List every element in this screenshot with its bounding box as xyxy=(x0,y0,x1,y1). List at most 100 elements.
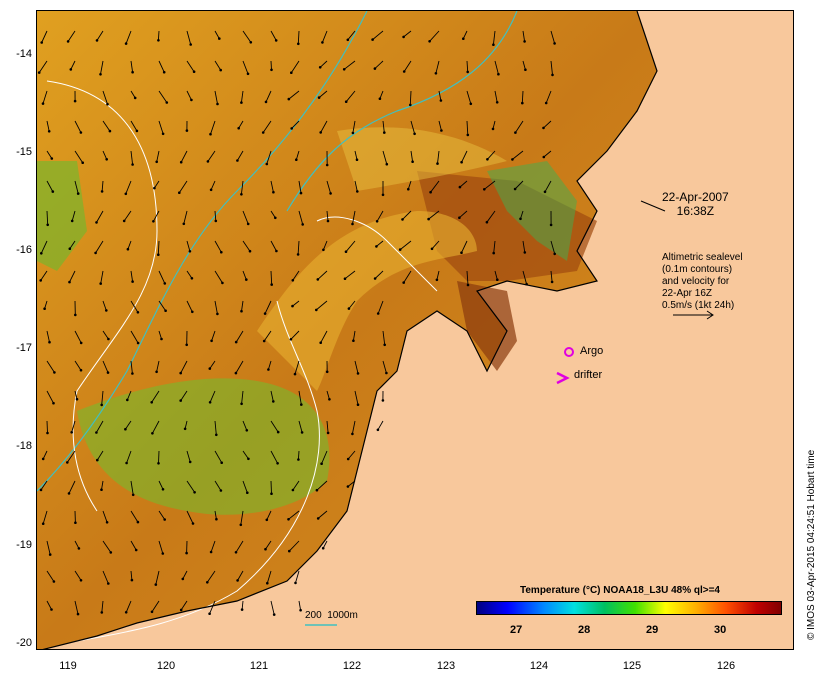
velocity-arrow xyxy=(74,570,82,581)
colorbar-label: 30 xyxy=(714,624,727,636)
velocity-arrow-head xyxy=(39,279,42,282)
velocity-arrow-head xyxy=(317,96,321,99)
velocity-arrow-head xyxy=(549,223,553,227)
velocity-arrow-head xyxy=(109,551,113,554)
velocity-arrow xyxy=(152,420,160,434)
velocity-arrow-head xyxy=(41,457,45,461)
velocity-arrow-head xyxy=(94,251,97,255)
velocity-arrow xyxy=(240,180,244,195)
velocity-arrow xyxy=(71,420,76,433)
velocity-arrow-head xyxy=(46,223,49,227)
velocity-arrow-head xyxy=(346,485,350,488)
velocity-arrow xyxy=(493,240,496,254)
velocity-arrow xyxy=(297,450,300,460)
velocity-arrow xyxy=(46,420,48,434)
velocity-arrow xyxy=(214,450,223,463)
altimetry-note: Altimetric sealevel (0.1m contours) and … xyxy=(662,252,743,312)
velocity-arrow xyxy=(374,60,384,69)
velocity-arrow-head xyxy=(287,518,290,521)
velocity-arrow xyxy=(515,120,524,133)
velocity-arrow-head xyxy=(152,220,155,223)
velocity-arrow-head xyxy=(150,401,153,404)
velocity-arrow xyxy=(130,540,137,551)
velocity-arrow xyxy=(317,510,328,519)
velocity-arrow xyxy=(40,270,48,281)
velocity-arrow-head xyxy=(43,307,46,311)
velocity-arrow xyxy=(180,150,188,163)
velocity-arrow-head xyxy=(50,608,53,611)
velocity-arrow-head xyxy=(402,35,405,39)
velocity-arrow xyxy=(158,330,162,340)
observation-datetime: 22-Apr-2007 16:38Z xyxy=(662,190,729,218)
velocity-arrow xyxy=(242,60,249,74)
velocity-arrow-head xyxy=(315,488,319,492)
velocity-arrow xyxy=(214,60,222,71)
cloud-nw xyxy=(37,161,87,271)
velocity-arrow-head xyxy=(485,220,489,224)
velocity-arrow-head xyxy=(409,103,412,107)
x-tick-label: 123 xyxy=(436,660,456,672)
coastline xyxy=(42,11,658,649)
velocity-arrow-head xyxy=(270,283,273,286)
velocity-arrow-head xyxy=(162,70,166,74)
velocity-arrow-head xyxy=(246,491,249,495)
velocity-arrow xyxy=(70,60,76,70)
velocity-arrow-head xyxy=(220,461,223,465)
velocity-arrow-head xyxy=(321,41,324,44)
velocity-arrow xyxy=(96,210,104,223)
velocity-arrow-head xyxy=(511,158,514,161)
velocity-arrow-head xyxy=(492,43,495,46)
velocity-arrow-head xyxy=(155,160,158,164)
velocity-arrow xyxy=(242,480,248,493)
velocity-arrow xyxy=(292,480,300,491)
velocity-arrow xyxy=(130,300,139,313)
velocity-arrow-head xyxy=(100,488,103,492)
velocity-arrow xyxy=(214,480,222,491)
velocity-arrow xyxy=(46,600,52,610)
velocity-arrow xyxy=(294,360,300,375)
velocity-arrow-head xyxy=(458,185,462,189)
velocity-arrow-head xyxy=(51,190,55,193)
velocity-arrow xyxy=(209,360,216,369)
velocity-arrow xyxy=(151,600,160,613)
velocity-arrow-head xyxy=(267,368,270,371)
x-tick-label: 121 xyxy=(249,660,269,672)
velocity-arrow-head xyxy=(301,223,305,226)
velocity-arrow-head xyxy=(206,160,210,163)
velocity-arrow xyxy=(264,300,272,314)
velocity-arrow xyxy=(186,240,191,252)
velocity-arrow xyxy=(241,300,244,312)
velocity-arrow-head xyxy=(124,611,128,614)
velocity-arrow-head xyxy=(48,553,52,556)
velocity-arrow-head xyxy=(191,522,195,525)
velocity-arrow-head xyxy=(325,370,329,374)
velocity-arrow-head xyxy=(100,403,103,407)
velocity-arrow xyxy=(130,570,133,581)
velocity-arrow-head xyxy=(274,216,277,220)
velocity-arrow-head xyxy=(245,278,248,281)
legend-title: Temperature (°C) NOAA18_L3U 48% ql>=4 xyxy=(520,585,720,596)
velocity-arrow xyxy=(265,90,272,103)
velocity-arrow-head xyxy=(553,252,556,256)
velocity-arrow-head xyxy=(430,247,434,251)
velocity-arrow-head xyxy=(136,311,140,314)
velocity-arrow xyxy=(484,180,496,190)
velocity-arrow xyxy=(428,210,440,220)
warm-gulf xyxy=(457,281,517,371)
velocity-arrow xyxy=(74,600,79,615)
velocity-arrow-head xyxy=(287,97,291,101)
velocity-arrow-head xyxy=(351,131,355,135)
velocity-arrow xyxy=(242,420,248,431)
velocity-arrow xyxy=(74,180,79,194)
velocity-arrow-head xyxy=(105,309,108,312)
velocity-arrow xyxy=(522,30,526,42)
velocity-arrow xyxy=(214,300,218,314)
velocity-arrow-head xyxy=(157,39,160,42)
velocity-arrow-head xyxy=(185,551,188,555)
sst-map xyxy=(36,10,794,650)
velocity-arrow-head xyxy=(249,41,253,44)
velocity-arrow xyxy=(326,390,330,400)
velocity-arrow xyxy=(242,240,251,252)
velocity-arrow xyxy=(545,90,552,104)
y-tick-label: -14 xyxy=(16,48,32,60)
